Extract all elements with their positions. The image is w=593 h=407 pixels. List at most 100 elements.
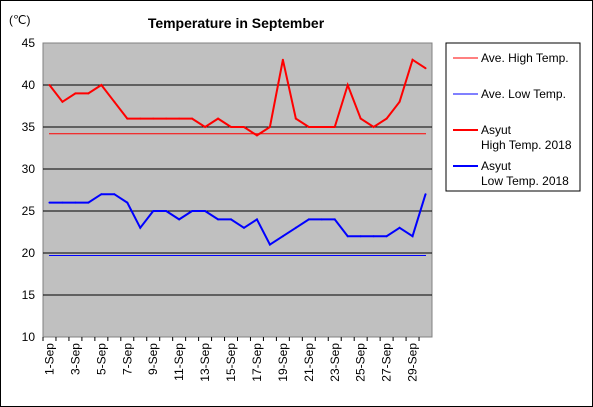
legend-entry-0: Ave. High Temp. bbox=[481, 51, 569, 65]
data-point bbox=[398, 226, 401, 229]
data-point bbox=[307, 126, 310, 128]
data-point bbox=[320, 126, 323, 128]
data-point bbox=[372, 126, 375, 128]
x-tick-label: 7-Sep bbox=[120, 343, 134, 375]
data-point bbox=[217, 117, 220, 120]
legend-entry-1: Ave. Low Temp. bbox=[481, 87, 566, 101]
unit-label: (℃) bbox=[9, 13, 30, 27]
data-point bbox=[165, 210, 168, 212]
data-point bbox=[100, 193, 103, 196]
data-point bbox=[152, 210, 155, 212]
data-point bbox=[242, 226, 245, 229]
x-tick-label: 15-Sep bbox=[224, 343, 238, 382]
data-point bbox=[178, 218, 181, 221]
data-point bbox=[165, 117, 168, 120]
data-point bbox=[100, 84, 103, 86]
plot-area bbox=[42, 42, 433, 338]
data-point bbox=[230, 126, 233, 128]
legend-entry-2: Asyut bbox=[481, 123, 512, 137]
data-point bbox=[178, 117, 181, 120]
series-line-2 bbox=[48, 58, 427, 137]
data-point bbox=[424, 67, 427, 70]
x-tick-label: 27-Sep bbox=[380, 343, 394, 382]
series-lines bbox=[48, 58, 427, 257]
y-tick-label: 25 bbox=[22, 204, 36, 218]
data-point bbox=[87, 92, 90, 95]
x-tick-label: 13-Sep bbox=[198, 343, 212, 382]
data-point bbox=[424, 193, 427, 196]
data-point bbox=[242, 126, 245, 128]
data-point bbox=[411, 58, 414, 61]
data-point bbox=[281, 58, 284, 61]
data-point bbox=[255, 218, 258, 221]
x-tick-label: 21-Sep bbox=[302, 343, 316, 382]
y-tick-label: 20 bbox=[22, 246, 36, 260]
legend-entry-3: Asyut bbox=[481, 159, 512, 173]
data-point bbox=[320, 218, 323, 221]
data-point bbox=[126, 201, 129, 204]
y-tick-label: 35 bbox=[22, 120, 36, 134]
data-point bbox=[411, 235, 414, 238]
chart-title: Temperature in September bbox=[148, 15, 325, 31]
data-point bbox=[74, 92, 77, 95]
y-axis-ticks: 10 15 20 25 30 35 40 45 bbox=[22, 36, 36, 344]
data-point bbox=[268, 126, 271, 128]
data-point bbox=[152, 117, 155, 120]
data-point bbox=[333, 126, 336, 128]
data-point bbox=[294, 117, 297, 120]
y-tick-label: 45 bbox=[22, 36, 36, 50]
data-point bbox=[372, 235, 375, 238]
data-point bbox=[217, 218, 220, 221]
x-tick-label: 3-Sep bbox=[68, 343, 82, 375]
data-point bbox=[333, 218, 336, 221]
data-point bbox=[61, 100, 64, 103]
legend-entry-2: High Temp. 2018 bbox=[481, 138, 572, 152]
data-point bbox=[359, 117, 362, 120]
legend-box bbox=[445, 42, 581, 192]
data-point bbox=[191, 210, 194, 212]
data-point bbox=[359, 235, 362, 238]
y-tick-label: 15 bbox=[22, 288, 36, 302]
data-point bbox=[48, 84, 51, 86]
y-tick-label: 30 bbox=[22, 162, 36, 176]
legend-entry-3: Low Temp. 2018 bbox=[481, 174, 569, 188]
data-point bbox=[61, 201, 64, 204]
y-tick-label: 10 bbox=[22, 330, 36, 344]
data-point bbox=[74, 201, 77, 204]
x-tick-label: 9-Sep bbox=[146, 343, 160, 375]
x-tick-label: 1-Sep bbox=[42, 343, 56, 375]
data-point bbox=[191, 117, 194, 120]
data-point bbox=[346, 235, 349, 238]
data-point bbox=[255, 134, 258, 137]
data-point bbox=[204, 210, 207, 212]
y-tick-label: 40 bbox=[22, 78, 36, 92]
data-point bbox=[268, 243, 271, 246]
x-tick-label: 29-Sep bbox=[406, 343, 420, 382]
data-point bbox=[113, 100, 116, 103]
data-point bbox=[307, 218, 310, 221]
data-point bbox=[385, 117, 388, 120]
x-axis-ticks: 1-Sep 3-Sep 5-Sep 7-Sep 9-Sep 11-Sep 13-Sep 15-… bbox=[42, 337, 420, 382]
data-point bbox=[139, 226, 142, 229]
data-point bbox=[294, 226, 297, 229]
data-point bbox=[346, 84, 349, 86]
data-point bbox=[204, 126, 207, 128]
x-tick-label: 19-Sep bbox=[276, 343, 290, 382]
data-point bbox=[48, 201, 51, 204]
data-point bbox=[398, 100, 401, 103]
data-point bbox=[87, 201, 90, 204]
x-tick-label: 5-Sep bbox=[94, 343, 108, 375]
x-tick-label: 11-Sep bbox=[172, 343, 186, 381]
data-point bbox=[385, 235, 388, 238]
data-point bbox=[126, 117, 129, 120]
x-tick-label: 25-Sep bbox=[354, 343, 368, 382]
data-point bbox=[230, 218, 233, 221]
x-tick-label: 17-Sep bbox=[250, 343, 264, 382]
x-tick-label: 23-Sep bbox=[328, 343, 342, 382]
data-point bbox=[139, 117, 142, 120]
data-point bbox=[113, 193, 116, 196]
data-point bbox=[281, 235, 284, 238]
series-line-3 bbox=[49, 193, 427, 247]
